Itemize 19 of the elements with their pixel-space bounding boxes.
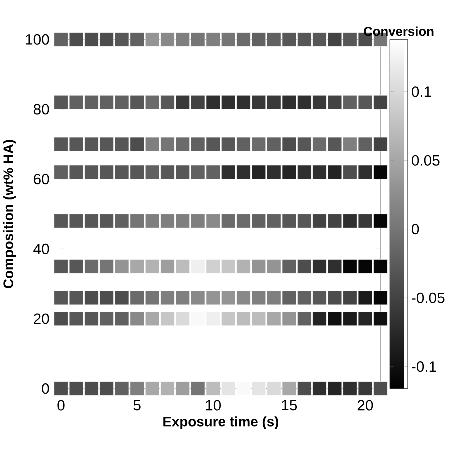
color-bar-label: 0.1 [412,86,432,98]
y-tick-label: 80 [34,104,50,115]
y-tick-label: 100 [26,34,50,45]
y-axis-title: Composition (wt% HA) [3,140,16,288]
color-bar-title: Conversion [364,26,434,36]
x-tick-label: 5 [134,400,141,410]
x-tick-label: 20 [358,400,374,411]
color-bar-label: -0.05 [412,292,445,304]
y-tick-label: 0 [42,383,50,394]
x-tick-label: 0 [58,400,65,411]
color-bar-label: 0 [412,224,420,234]
color-bar-label: -0.1 [412,361,436,372]
y-tick-label: 60 [34,174,50,184]
x-tick-label: 10 [206,400,222,411]
y-tick-label: 40 [34,244,50,254]
color-bar-label: 0.05 [412,155,440,166]
x-tick-label: 15 [282,400,298,410]
y-tick-label: 20 [34,314,50,324]
x-axis-title: Exposure time (s) [164,416,279,430]
